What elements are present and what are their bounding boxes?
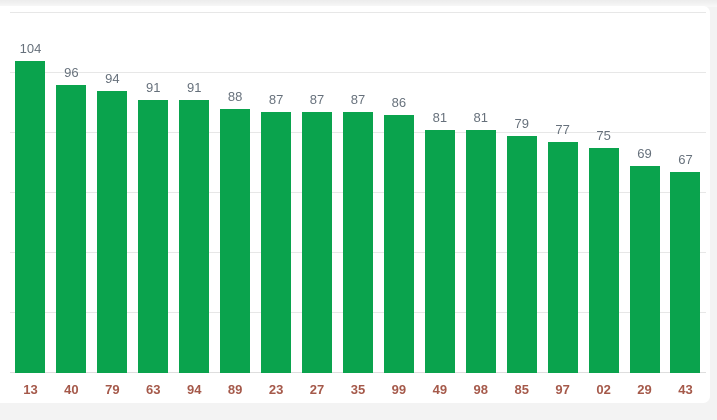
bar[interactable]: [465, 130, 496, 373]
bar-value-label: 69: [637, 146, 652, 161]
bar-value-label: 104: [19, 41, 42, 56]
bar-column: 91 94: [179, 6, 210, 397]
x-axis-label: 23: [268, 382, 284, 397]
x-axis-label: 98: [473, 382, 489, 397]
bar[interactable]: [424, 130, 455, 373]
bar-column: 67 43: [670, 6, 701, 397]
bar-column: 87 23: [261, 6, 292, 397]
bar[interactable]: [138, 100, 169, 373]
bar-value-label: 79: [514, 116, 529, 131]
bar-value-label: 87: [268, 92, 284, 107]
bar-column: 81 49: [424, 6, 455, 397]
x-axis-label: 13: [23, 382, 38, 397]
bar[interactable]: [220, 109, 251, 373]
bar[interactable]: [302, 112, 333, 373]
x-axis-label: 97: [555, 382, 570, 397]
bar-value-label: 81: [473, 110, 489, 125]
x-axis-label: 63: [146, 382, 161, 397]
bar-value-label: 87: [350, 92, 366, 107]
x-axis-label: 27: [309, 382, 325, 397]
bar-value-label: 86: [391, 95, 407, 110]
bar-column: 75 02: [588, 6, 619, 397]
bar[interactable]: [588, 148, 619, 373]
bar-column: 104 13: [15, 6, 46, 397]
bar[interactable]: [261, 112, 292, 373]
x-axis-label: 29: [637, 382, 652, 397]
x-axis-label: 02: [596, 382, 611, 397]
bar-value-label: 96: [64, 65, 79, 80]
bar-column: 77 97: [547, 6, 578, 397]
bar-value-label: 77: [555, 122, 570, 137]
bar[interactable]: [383, 115, 414, 373]
bar-column: 94 79: [97, 6, 128, 397]
bar-column: 96 40: [56, 6, 87, 397]
x-axis-label: 79: [105, 382, 120, 397]
bar-value-label: 75: [596, 128, 611, 143]
bar-value-label: 88: [227, 89, 243, 104]
gridline: [10, 12, 706, 13]
bar[interactable]: [670, 172, 701, 373]
bar[interactable]: [15, 61, 46, 373]
bar[interactable]: [97, 91, 128, 373]
x-axis-label: 49: [432, 382, 448, 397]
bar-value-label: 67: [678, 152, 693, 167]
bar-column: 88 89: [220, 6, 251, 397]
bar-column: 86 99: [383, 6, 414, 397]
x-axis-label: 89: [227, 382, 243, 397]
x-axis-label: 43: [678, 382, 693, 397]
bar[interactable]: [547, 142, 578, 373]
bar-column: 81 98: [465, 6, 496, 397]
bar[interactable]: [179, 100, 210, 373]
x-axis-label: 85: [514, 382, 529, 397]
bar-value-label: 87: [309, 92, 325, 107]
bar-column: 87 27: [302, 6, 333, 397]
bar[interactable]: [506, 136, 537, 373]
bar[interactable]: [629, 166, 660, 373]
bar-value-label: 91: [146, 80, 161, 95]
bar-column: 87 35: [342, 6, 373, 397]
x-axis-label: 40: [64, 382, 79, 397]
x-axis-label: 94: [186, 382, 202, 397]
top-shadow-divider: [0, 0, 717, 7]
bar-column: 91 63: [138, 6, 169, 397]
bar-column: 79 85: [506, 6, 537, 397]
bar-value-label: 91: [186, 80, 202, 95]
gridline: [10, 72, 706, 73]
chart-card: 104 13 96 40 94 79 91 63 91 94 88 89 87 23 87 27 87 35 86 9…: [0, 6, 710, 403]
bar-chart: 104 13 96 40 94 79 91 63 91 94 88 89 87 23 87 27 87 35 86 9…: [10, 6, 706, 397]
bar[interactable]: [342, 112, 373, 373]
bar-value-label: 94: [105, 71, 120, 86]
x-axis-label: 35: [350, 382, 366, 397]
bars-container: 104 13 96 40 94 79 91 63 91 94 88 89 87 23 87 27 87 35 86 9…: [10, 6, 706, 397]
x-axis-label: 99: [391, 382, 407, 397]
bar-column: 69 29: [629, 6, 660, 397]
bar[interactable]: [56, 85, 87, 373]
bar-value-label: 81: [432, 110, 448, 125]
